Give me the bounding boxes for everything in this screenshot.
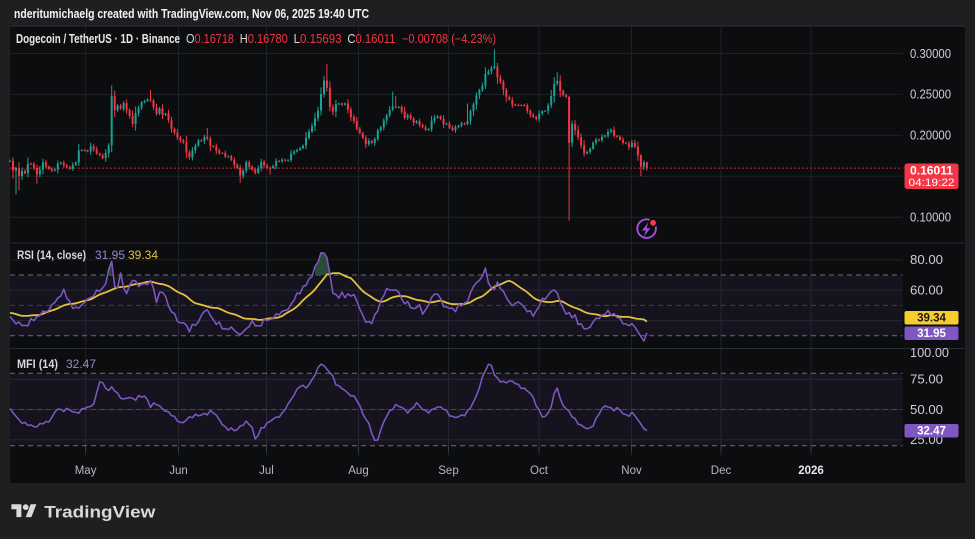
svg-text:0.10000: 0.10000 [910,211,951,225]
svg-text:50.00: 50.00 [910,403,943,417]
svg-text:32.47: 32.47 [66,357,96,371]
svg-text:Nov: Nov [621,465,642,477]
svg-text:75.00: 75.00 [910,373,943,387]
svg-text:−0.00708 (−4.23%): −0.00708 (−4.23%) [402,32,496,46]
svg-text:2026: 2026 [798,465,824,477]
svg-text:Jun: Jun [169,465,188,477]
svg-text:0.20000: 0.20000 [910,129,951,143]
svg-text:39.34: 39.34 [128,248,158,262]
svg-text:Dogecoin / TetherUS · 1D · Bin: Dogecoin / TetherUS · 1D · Binance [16,32,180,46]
svg-text:O0.16718: O0.16718 [186,32,234,46]
svg-text:Sep: Sep [438,465,458,477]
svg-text:MFI (14): MFI (14) [17,357,58,371]
svg-text:04:19:22: 04:19:22 [909,177,955,189]
svg-text:80.00: 80.00 [910,253,943,267]
svg-text:100.00: 100.00 [910,346,949,360]
svg-text:32.47: 32.47 [917,426,946,438]
svg-text:Aug: Aug [348,465,368,477]
svg-text:39.34: 39.34 [917,313,946,325]
svg-text:TradingView: TradingView [44,503,155,521]
svg-text:0.30000: 0.30000 [910,47,951,61]
svg-text:0.16011: 0.16011 [910,166,954,178]
svg-text:31.95: 31.95 [95,248,125,262]
svg-text:RSI (14, close): RSI (14, close) [17,248,86,262]
svg-text:May: May [75,465,97,477]
svg-text:L0.15693: L0.15693 [294,32,342,46]
svg-text:31.95: 31.95 [917,328,946,340]
svg-text:60.00: 60.00 [910,284,943,298]
svg-text:0.25000: 0.25000 [910,88,951,102]
svg-text:nderitumichaelg created with T: nderitumichaelg created with TradingView… [14,6,369,21]
svg-text:Dec: Dec [711,465,732,477]
svg-text:C0.16011: C0.16011 [347,32,395,46]
svg-text:Jul: Jul [259,465,274,477]
svg-text:Oct: Oct [530,465,549,477]
svg-text:H0.16780: H0.16780 [240,32,288,46]
